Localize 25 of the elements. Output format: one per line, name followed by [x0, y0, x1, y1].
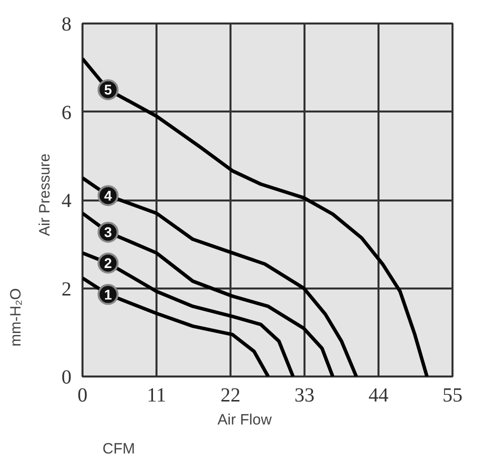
y-tick-label: 8: [62, 14, 72, 36]
line-series: [82, 251, 295, 376]
series-label: 4: [104, 188, 112, 204]
text: CFM: [102, 440, 135, 458]
line-series: [82, 211, 335, 376]
line-series: [82, 57, 429, 376]
line-series: [82, 176, 358, 376]
y-axis-title: Air Pressure: [36, 153, 54, 236]
y-tick-label: 0: [62, 366, 72, 388]
series-label: 1: [104, 286, 112, 302]
line-series: [82, 276, 270, 376]
y-tick-label: 6: [62, 102, 72, 124]
y-tick-label: 4: [62, 190, 72, 212]
x-tick-label: 55: [442, 384, 462, 406]
x-tick-label: 11: [146, 384, 166, 406]
x-tick-label: 0: [78, 384, 88, 406]
text: mm-H₂O: [8, 288, 24, 346]
x-tick-label: 33: [294, 384, 314, 406]
x-tick-label: 44: [368, 384, 388, 406]
series-label: 3: [104, 224, 112, 240]
x-axis-title: Air Flow: [218, 412, 272, 428]
x-tick-label: 22: [220, 384, 240, 406]
series-label: 5: [104, 82, 112, 98]
series-label: 2: [104, 255, 112, 272]
y-tick-label: 2: [62, 278, 72, 300]
